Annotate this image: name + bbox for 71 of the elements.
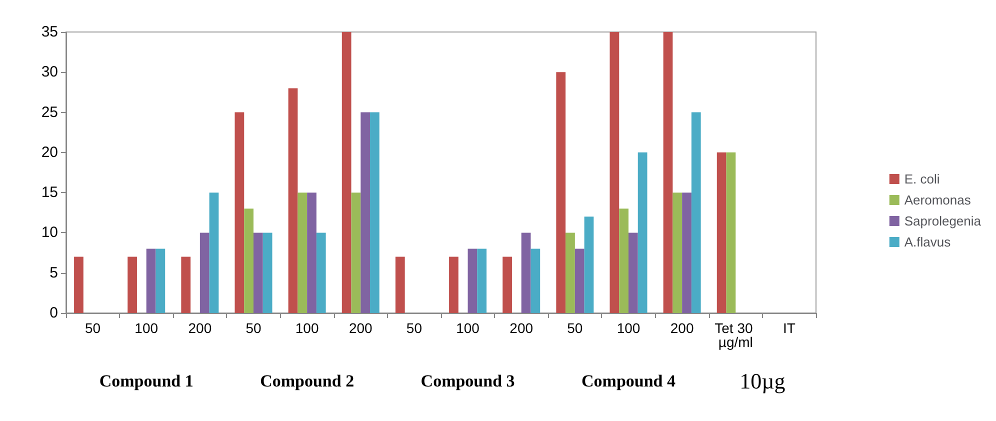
x-tick-label: 100 [295,320,319,336]
x-tick-label: 50 [84,320,101,336]
bar [521,232,531,313]
y-tick-label: 5 [50,264,58,282]
bar [234,112,244,313]
bar [672,192,682,313]
bar [530,248,540,313]
bar [262,232,272,313]
x-tick-label: IT [782,320,796,336]
x-tick-label: 50 [567,320,583,336]
y-tick-label: 15 [41,184,58,202]
bar [209,192,219,313]
bar [638,152,648,313]
bar [351,192,361,313]
legend-label: Saprolegenia [904,214,982,228]
bar [726,152,736,313]
x-tick-label: 50 [406,320,422,336]
x-tick-label: 200 [510,320,534,336]
bar [74,256,84,313]
bar [342,32,352,313]
bar [181,256,191,313]
text: Compound 1 [99,372,194,390]
bar [468,248,478,313]
bar [307,192,316,313]
bar [584,216,594,313]
text: Compound 4 [581,372,676,390]
x-tick-label: 50 [246,320,262,336]
bar [360,112,370,313]
bar [370,112,380,313]
bar [691,112,701,313]
legend-label: Aeromonas [904,192,972,208]
y-tick-label: 20 [41,144,58,161]
bar [574,248,584,313]
y-tick-label: 0 [50,304,58,322]
legend-label: E. coli [904,172,940,186]
x-tick-label: 200 [188,320,212,336]
bar [244,208,254,313]
text: Compound 3 [420,372,515,390]
x-tick-label: 100 [616,320,640,336]
bar [663,32,673,313]
text: 10µg [740,368,786,394]
bar [200,232,210,313]
bar [628,232,638,313]
legend-label: A.flavus [904,234,952,250]
bar [146,248,156,313]
bar [128,256,137,313]
x-tick-label: 200 [348,320,373,336]
bar [716,152,726,313]
x-tick-label: 100 [134,320,158,336]
bar [298,192,308,313]
y-tick-label: 10 [41,224,58,242]
bar [316,232,326,313]
y-tick-label: 25 [41,104,58,121]
x-tick-label: 200 [670,320,694,336]
bar [156,248,166,313]
bar [566,232,575,313]
bar [682,192,692,313]
bar [288,88,298,313]
x-tick-label: Tet 30 µg/ml [714,320,757,350]
bar [477,248,487,313]
bar [502,256,512,313]
y-tick-label: 30 [41,64,58,81]
bar [254,232,263,313]
bar [610,32,620,313]
bar [449,256,458,313]
bar [395,256,405,313]
bar [556,72,566,313]
x-tick-label: 100 [456,320,480,336]
text: Compound 2 [260,372,354,390]
y-tick-label: 35 [41,24,58,40]
bar [619,208,628,313]
